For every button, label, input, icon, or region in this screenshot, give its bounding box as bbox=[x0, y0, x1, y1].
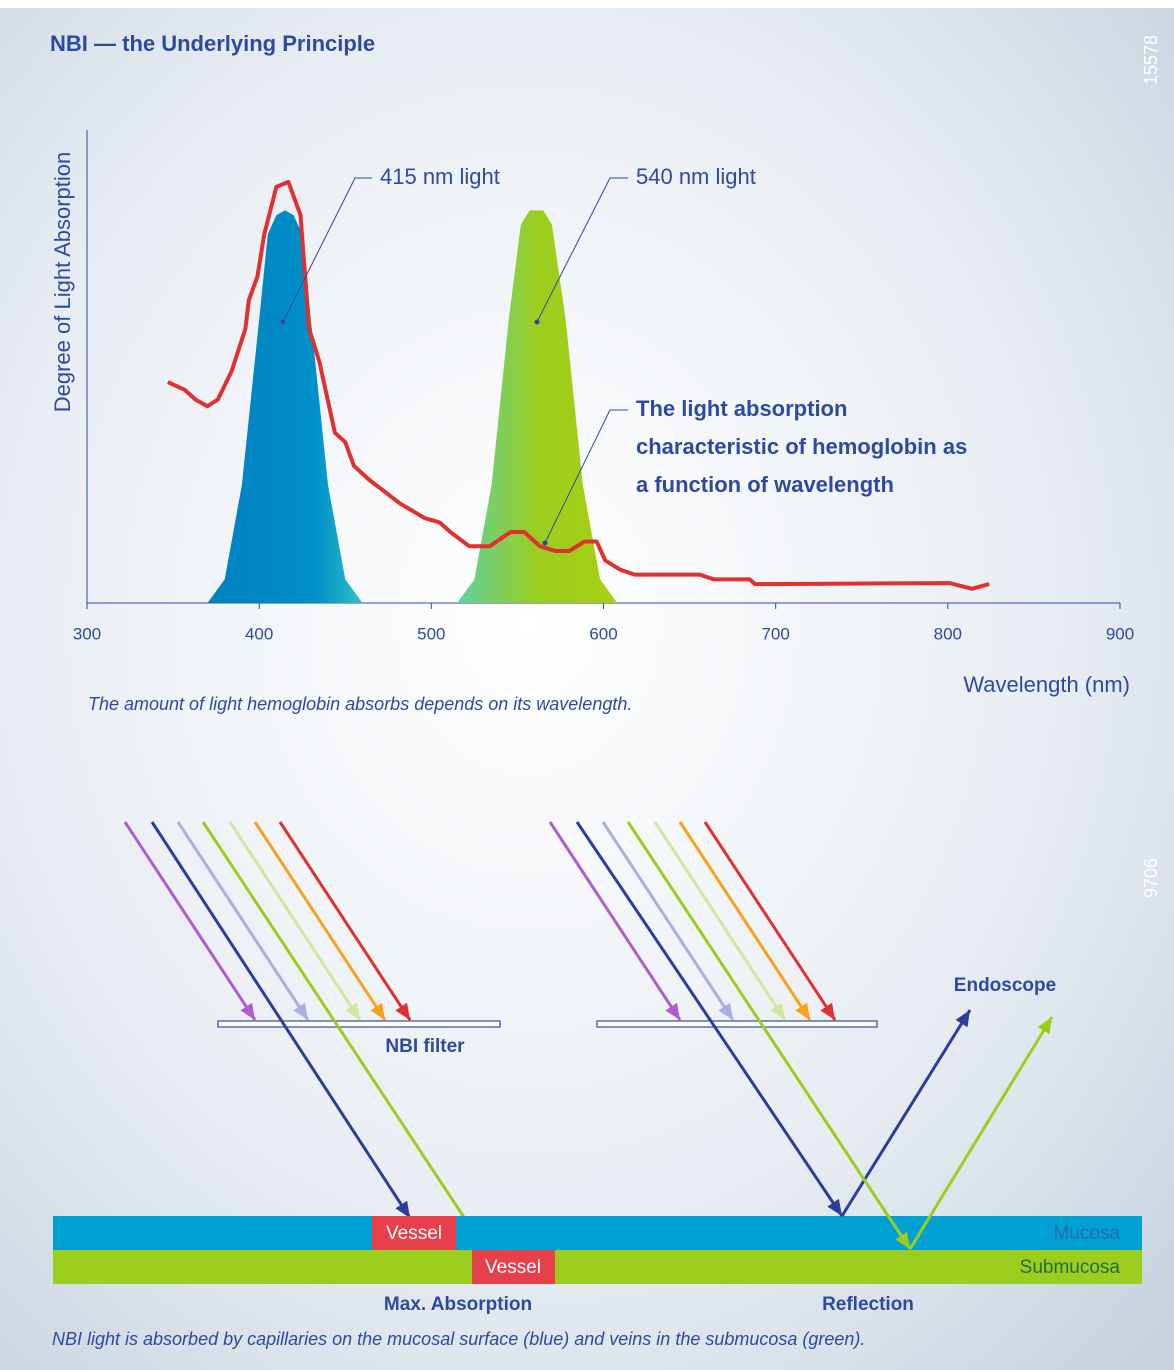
x-tick-label: 600 bbox=[589, 624, 617, 643]
x-tick-label: 400 bbox=[245, 624, 273, 643]
vessel-label: Vessel bbox=[386, 1223, 442, 1244]
submucosa bbox=[53, 1250, 1142, 1284]
vessel-label: Vessel bbox=[485, 1257, 541, 1278]
layer-label: Mucosa bbox=[1053, 1223, 1120, 1244]
image-id: 15578 bbox=[1141, 35, 1161, 85]
caption: The amount of light hemoglobin absorbs d… bbox=[88, 694, 632, 714]
x-tick-label: 800 bbox=[934, 624, 962, 643]
y-axis-label: Degree of Light Absorption bbox=[50, 152, 75, 413]
series-label: 415 nm light bbox=[380, 164, 500, 189]
series-label: 540 nm light bbox=[636, 164, 756, 189]
leader-dot bbox=[535, 320, 540, 325]
leader-dot bbox=[543, 541, 548, 546]
nbi-filter bbox=[597, 1021, 877, 1027]
caption: NBI light is absorbed by capillaries on … bbox=[52, 1329, 865, 1349]
page: NBI — the Underlying Principle 15578 970… bbox=[0, 0, 1174, 1370]
x-tick-label: 500 bbox=[417, 624, 445, 643]
endoscope-label: Endoscope bbox=[954, 975, 1056, 996]
result-label: Max. Absorption bbox=[384, 1294, 532, 1315]
x-tick-label: 700 bbox=[761, 624, 789, 643]
mucosa bbox=[53, 1216, 1142, 1250]
x-tick-label: 900 bbox=[1106, 624, 1134, 643]
x-axis-label: Wavelength (nm) bbox=[963, 672, 1130, 697]
result-label: Reflection bbox=[822, 1294, 914, 1315]
layer-label: Submucosa bbox=[1020, 1257, 1121, 1278]
leader-dot bbox=[281, 320, 286, 325]
nbi-filter bbox=[218, 1021, 500, 1027]
x-tick-label: 300 bbox=[73, 624, 101, 643]
filter-label: NBI filter bbox=[385, 1036, 465, 1057]
title: NBI — the Underlying Principle bbox=[50, 31, 375, 56]
image-id: 9706 bbox=[1141, 858, 1161, 898]
